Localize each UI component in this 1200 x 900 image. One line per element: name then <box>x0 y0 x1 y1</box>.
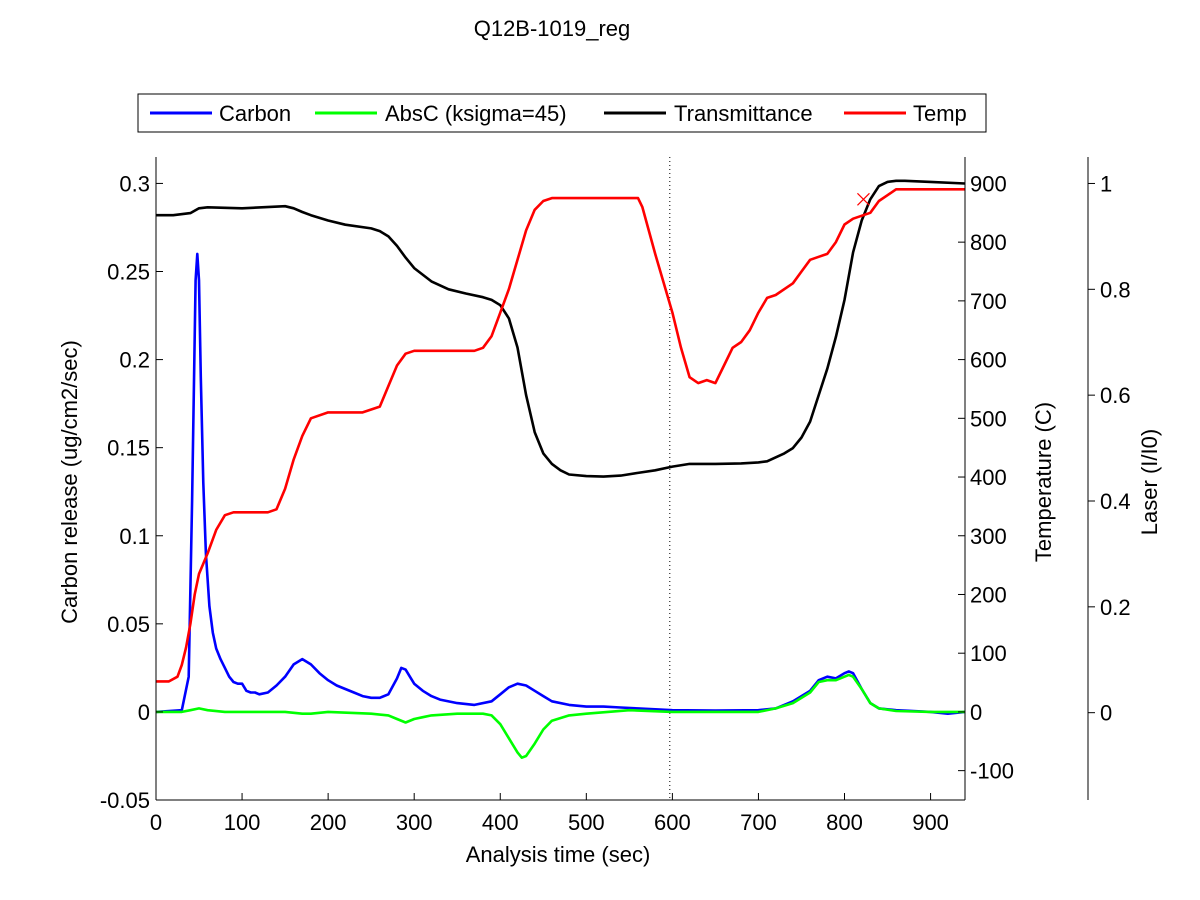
x-tick-label: 500 <box>568 810 605 835</box>
laser-tick-label: 0.6 <box>1100 383 1131 408</box>
x-ticks: 0 100 200 300 400 500 600 700 800 900 <box>150 793 949 835</box>
laser-tick-label: 0 <box>1100 701 1112 726</box>
temperature-tick-label: 500 <box>970 406 1007 431</box>
series-line-transmittance <box>156 179 966 478</box>
laser-axis-label: Laser (I/I0) <box>1137 429 1162 535</box>
legend: Carbon AbsC (ksigma=45) Transmittance Te… <box>137 93 987 133</box>
left-tick-label: 0.2 <box>119 348 150 373</box>
x-tick-label: 700 <box>740 810 777 835</box>
left-tick-label: 0.05 <box>107 612 150 637</box>
temperature-tick-label: 300 <box>970 524 1007 549</box>
left-tick-label: 0 <box>138 700 150 725</box>
laser-ticks: 0 0.2 0.4 0.6 0.8 1 <box>1088 171 1131 726</box>
temperature-axis-label: Temperature (C) <box>1031 402 1056 562</box>
chart-title: Q12B-1019_reg <box>474 16 631 41</box>
legend-label-carbon: Carbon <box>219 101 291 126</box>
series-line-temp <box>156 188 965 683</box>
temperature-tick-label: 0 <box>970 700 982 725</box>
legend-label-transmittance: Transmittance <box>674 101 813 126</box>
left-tick-label: -0.05 <box>100 788 150 813</box>
temperature-tick-label: 900 <box>970 171 1007 196</box>
temperature-tick-label: -100 <box>970 759 1014 784</box>
split-point-marker <box>857 192 870 206</box>
temperature-tick-label: 400 <box>970 465 1007 490</box>
left-ticks: -0.05 0 0.05 0.1 0.15 0.2 0.25 0.3 <box>100 171 163 813</box>
temperature-tick-label: 200 <box>970 582 1007 607</box>
left-tick-label: 0.1 <box>119 524 150 549</box>
temperature-tick-label: 800 <box>970 230 1007 255</box>
laser-tick-label: 0.2 <box>1100 595 1131 620</box>
temperature-tick-label: 600 <box>970 348 1007 373</box>
x-tick-label: 300 <box>396 810 433 835</box>
series-line-carbon <box>155 252 966 715</box>
legend-label-absc: AbsC (ksigma=45) <box>385 101 567 126</box>
laser-tick-label: 0.4 <box>1100 489 1131 514</box>
x-tick-label: 400 <box>482 810 519 835</box>
temperature-ticks: -100 0 100 200 300 400 500 600 700 800 900 <box>958 171 1014 784</box>
laser-tick-label: 1 <box>1100 171 1112 196</box>
laser-tick-label: 0.8 <box>1100 277 1131 302</box>
axes: 0 100 200 300 400 500 600 700 800 900 -0.0500.050… <box>100 157 1131 835</box>
left-tick-label: 0.25 <box>107 260 150 285</box>
temperature-tick-label: 700 <box>970 289 1007 314</box>
series-line-absc <box>156 673 965 759</box>
temperature-tick-label: 100 <box>970 641 1007 666</box>
left-axis-label: Carbon release (ug/cm2/sec) <box>57 340 82 624</box>
x-tick-label: 200 <box>310 810 347 835</box>
plot-area <box>155 157 966 800</box>
x-tick-label: 900 <box>912 810 949 835</box>
left-tick-label: 0.15 <box>107 436 150 461</box>
x-tick-label: 100 <box>224 810 261 835</box>
x-axis-label: Analysis time (sec) <box>466 842 651 867</box>
legend-label-temp: Temp <box>913 101 967 126</box>
x-tick-label: 0 <box>150 810 162 835</box>
x-tick-label: 800 <box>826 810 863 835</box>
x-tick-label: 600 <box>654 810 691 835</box>
left-tick-label: 0.3 <box>119 171 150 196</box>
